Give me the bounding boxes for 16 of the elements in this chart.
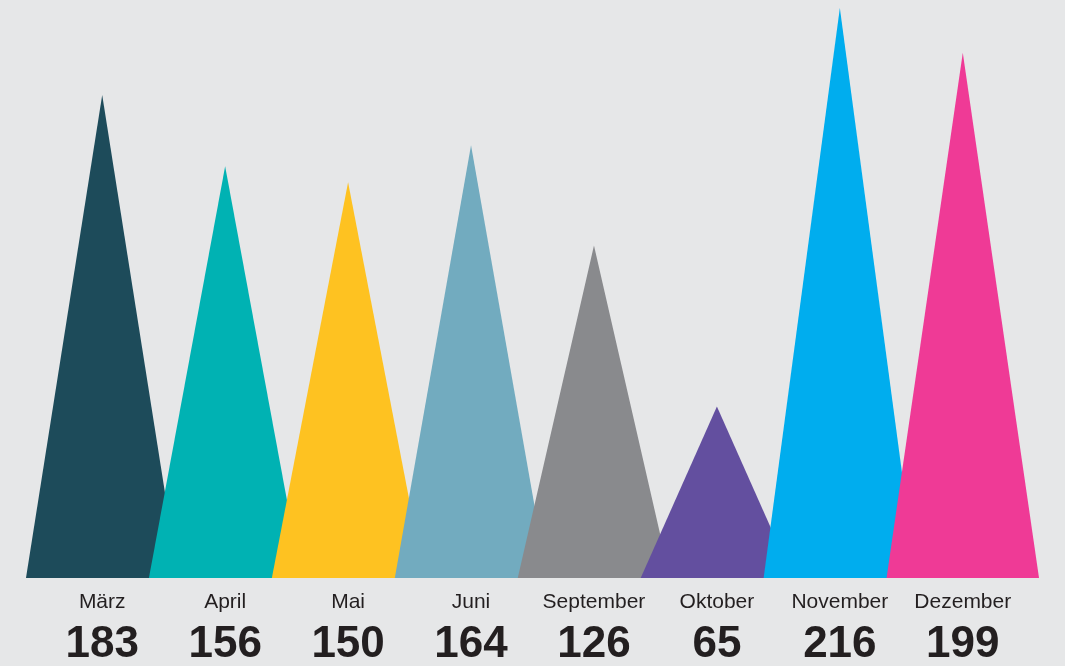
data-label: 216 <box>803 617 877 666</box>
data-label: 150 <box>311 617 385 666</box>
data-label: 164 <box>434 617 509 666</box>
data-label: 199 <box>926 617 1000 666</box>
category-label: Juni <box>451 589 491 612</box>
category-label: November <box>791 589 889 612</box>
category-label: Oktober <box>679 589 755 612</box>
data-label: 183 <box>65 617 139 666</box>
data-label: 156 <box>188 617 262 666</box>
category-label: April <box>204 589 247 612</box>
data-label: 126 <box>557 617 631 666</box>
category-label: Mai <box>331 589 366 612</box>
data-label: 65 <box>692 617 742 666</box>
category-label: September <box>542 589 646 612</box>
category-label: März <box>78 589 126 612</box>
category-label: Dezember <box>914 589 1012 612</box>
